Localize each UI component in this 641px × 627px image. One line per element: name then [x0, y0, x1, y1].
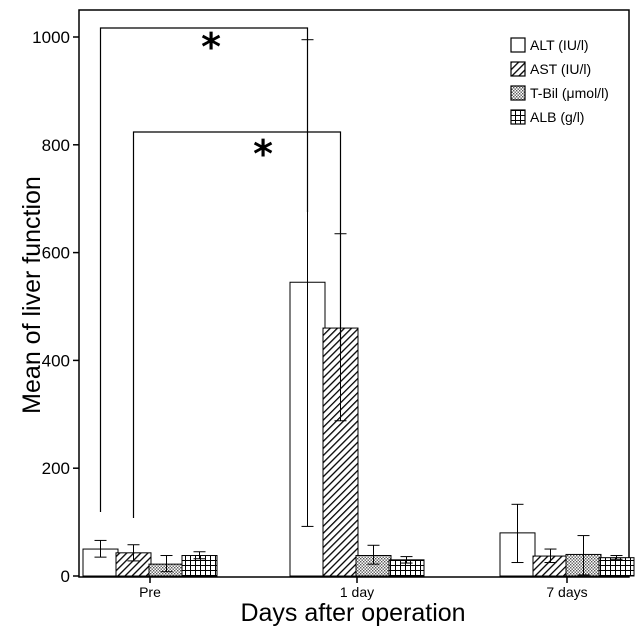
y-axis: 0 200 400 600 800 1000: [32, 28, 79, 586]
plot-frame: [78, 9, 630, 578]
x-axis: Pre 1 day 7 days: [139, 577, 588, 600]
legend-swatch: [510, 37, 526, 53]
legend-swatch: [510, 109, 526, 125]
y-tick-label: 600: [42, 244, 70, 263]
x-axis-title: Days after operation: [240, 599, 465, 627]
legend-label: AST (IU/l): [530, 61, 591, 77]
bar: [82, 548, 119, 577]
y-tick-label: 1000: [32, 28, 70, 47]
legend: ALT (IU/l) AST (IU/l) T-Bil (μmol/l) ALB (g…: [510, 37, 609, 125]
legend-swatch: [510, 85, 526, 101]
legend-swatch: [510, 61, 526, 77]
bars: [82, 281, 635, 577]
significance-star: *: [253, 132, 273, 176]
x-tick-label: 7 days: [546, 584, 587, 600]
legend-label: ALB (g/l): [530, 109, 584, 125]
significance-bracket: [132, 131, 342, 518]
bar: [598, 557, 635, 577]
significance-annotations: **: [99, 25, 342, 518]
y-axis-title: Mean of liver function: [18, 176, 46, 414]
y-tick-label: 400: [42, 351, 70, 370]
legend-label: T-Bil (μmol/l): [530, 85, 609, 101]
significance-star: *: [201, 25, 221, 69]
legend-label: ALT (IU/l): [530, 37, 589, 53]
significance-bracket: [99, 27, 309, 512]
y-tick-label: 0: [61, 567, 70, 586]
x-tick-label: 1 day: [340, 584, 374, 600]
y-tick-label: 200: [42, 459, 70, 478]
y-tick-label: 800: [42, 136, 70, 155]
x-tick-label: Pre: [139, 584, 161, 600]
